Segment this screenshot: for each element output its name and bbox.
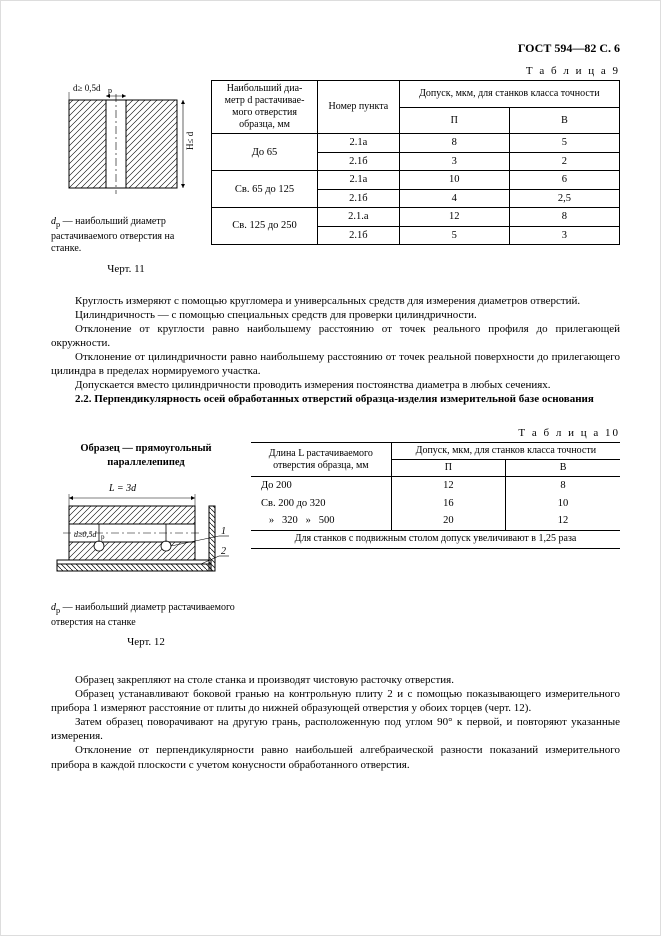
cell: 4 xyxy=(399,189,509,207)
cell: 2.1б xyxy=(318,226,400,244)
paragraph: Образец закрепляют на столе станка и про… xyxy=(51,673,620,687)
table-row: Св. 125 до 250 2.1.а 12 8 xyxy=(212,208,620,226)
paragraph: Отклонение от цилиндричности равно наибо… xyxy=(51,350,620,378)
fig11-label-side: H≤ d xyxy=(185,132,195,151)
paragraph: Отклонение от перпендикулярности равно н… xyxy=(51,743,620,771)
table-row: До 65 2.1а 8 5 xyxy=(212,134,620,152)
svg-text:p: p xyxy=(108,86,112,95)
figure-11-svg: d≥ 0,5d p H≤ d xyxy=(51,80,201,205)
cell: 12 xyxy=(399,208,509,226)
th-p: П xyxy=(399,107,509,134)
cell: 6 xyxy=(509,171,619,189)
paragraph: Отклонение от круглости равно наибольшем… xyxy=(51,322,620,350)
section-heading-2-2: 2.2. Перпендикулярность осей обработанны… xyxy=(51,392,620,406)
table-row: » 320 » 500 20 12 xyxy=(251,512,620,530)
figure-12-caption: dp — наибольший диаметр растачиваемого о… xyxy=(51,602,241,629)
cell: 2.1б xyxy=(318,152,400,170)
cell: 2 xyxy=(509,152,619,170)
page: ГОСТ 594—82 С. 6 Т а б л и ц а 9 xyxy=(0,0,661,936)
th-v: В xyxy=(506,460,620,477)
paragraph: Круглость измеряют с помощью кругломера … xyxy=(51,294,620,308)
table9-label: Т а б л и ц а 9 xyxy=(51,64,620,78)
svg-text:p: p xyxy=(101,533,105,541)
cell: 2.1.а xyxy=(318,208,400,226)
cell: Св. 125 до 250 xyxy=(212,208,318,245)
figure-11-number: Черт. 11 xyxy=(51,262,201,276)
paragraph: Затем образец поворачивают на другую гра… xyxy=(51,715,620,743)
section-1: d≥ 0,5d p H≤ d dp — наибольший диаметр р… xyxy=(51,80,620,275)
figure-11-caption: dp — наибольший диаметр растачиваемого о… xyxy=(51,216,201,255)
figure-12: Образец — прямоугольный параллелепипед L… xyxy=(51,442,241,649)
cell: 2.1а xyxy=(318,134,400,152)
paragraph: Допускается вместо цилиндричности провод… xyxy=(51,378,620,392)
th-p: П xyxy=(391,460,505,477)
paragraph: Цилиндричность — с помощью специальных с… xyxy=(51,308,620,322)
table-9-container: Наибольший диа- метр d растачивае- мого … xyxy=(211,80,620,245)
table-row: Наибольший диа- метр d растачивае- мого … xyxy=(212,81,620,108)
figure-12-svg: L = 3d d≥0,5d p xyxy=(51,474,241,589)
cell: Св. 200 до 320 xyxy=(251,495,391,512)
cell: 5 xyxy=(399,226,509,244)
cell: 12 xyxy=(391,477,505,495)
section-2: Т а б л и ц а 10 Образец — прямоугольный… xyxy=(51,426,620,649)
cell: 3 xyxy=(509,226,619,244)
th-col1: Наибольший диа- метр d растачивае- мого … xyxy=(212,81,318,134)
svg-text:d≥0,5d: d≥0,5d xyxy=(74,530,97,539)
table-10: Длина L растачиваемого отверстия образца… xyxy=(251,442,620,548)
cell: До 200 xyxy=(251,477,391,495)
paragraph: Образец устанавливают боковой гранью на … xyxy=(51,687,620,715)
cell: 12 xyxy=(506,512,620,530)
cell: 8 xyxy=(509,208,619,226)
cell: 3 xyxy=(399,152,509,170)
body-text-1: Круглость измеряют с помощью кругломера … xyxy=(51,294,620,407)
figure-11: d≥ 0,5d p H≤ d dp — наибольший диаметр р… xyxy=(51,80,201,275)
cell: 2.1б xyxy=(318,189,400,207)
fig12-callout-1: 1 xyxy=(221,526,226,537)
fig12-callout-2: 2 xyxy=(221,546,226,557)
table10-label: Т а б л и ц а 10 xyxy=(51,426,620,440)
body-text-2: Образец закрепляют на столе станка и про… xyxy=(51,673,620,772)
cell: 5 xyxy=(509,134,619,152)
th-col1: Длина L растачиваемого отверстия образца… xyxy=(251,443,391,477)
figure-12-title: Образец — прямоугольный параллелепипед xyxy=(51,442,241,469)
th-v: В xyxy=(509,107,619,134)
cell: Св. 65 до 125 xyxy=(212,171,318,208)
table-10-container: Длина L растачиваемого отверстия образца… xyxy=(251,442,620,548)
table-9: Наибольший диа- метр d растачивае- мого … xyxy=(211,80,620,245)
table-row: Св. 65 до 125 2.1а 10 6 xyxy=(212,171,620,189)
cell: 20 xyxy=(391,512,505,530)
fig12-label-top: L = 3d xyxy=(108,483,137,494)
th-col3-top: Допуск, мкм, для станков класса точности xyxy=(399,81,619,108)
table-row: Длина L растачиваемого отверстия образца… xyxy=(251,443,620,460)
table-row: До 200 12 8 xyxy=(251,477,620,495)
table-row: Для станков с подвижным столом допуск ув… xyxy=(251,530,620,548)
cell: До 65 xyxy=(212,134,318,171)
th-col2-top: Допуск, мкм, для станков класса точности xyxy=(391,443,620,460)
cell: » 320 » 500 xyxy=(251,512,391,530)
table-row: Св. 200 до 320 16 10 xyxy=(251,495,620,512)
th-col2: Номер пункта xyxy=(318,81,400,134)
page-header: ГОСТ 594—82 С. 6 xyxy=(51,41,620,56)
fig11-label-top: d≥ 0,5d xyxy=(73,83,101,93)
cell: 10 xyxy=(399,171,509,189)
cell: 16 xyxy=(391,495,505,512)
cell: 10 xyxy=(506,495,620,512)
table10-footer: Для станков с подвижным столом допуск ув… xyxy=(251,530,620,548)
cell: 8 xyxy=(506,477,620,495)
cell: 2,5 xyxy=(509,189,619,207)
cell: 8 xyxy=(399,134,509,152)
cell: 2.1а xyxy=(318,171,400,189)
figure-12-number: Черт. 12 xyxy=(51,635,241,649)
